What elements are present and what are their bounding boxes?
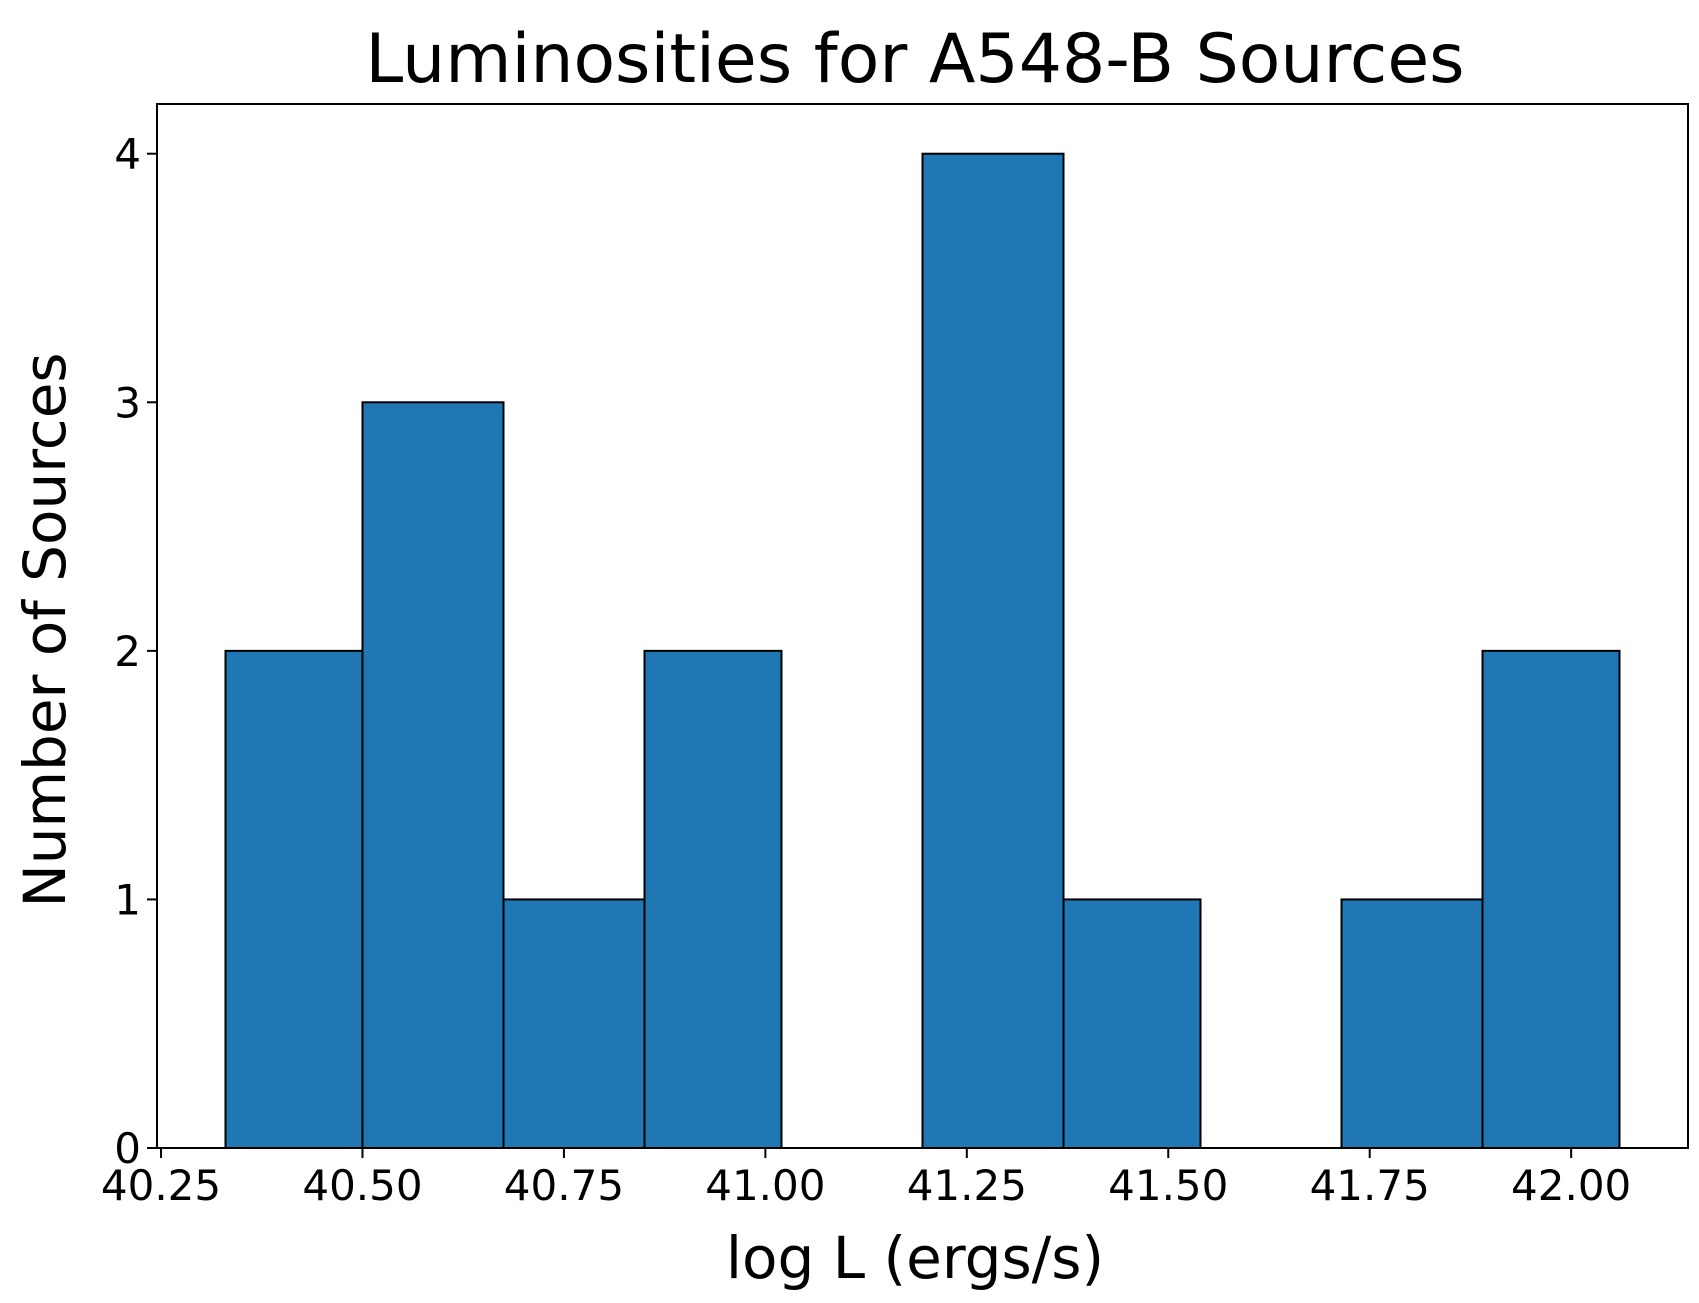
x-tick-label-3: 41.00: [705, 1161, 825, 1210]
y-tick-label-4: 4: [114, 130, 141, 179]
histogram-bar-6: [1062, 898, 1202, 1150]
y-tick-label-3: 3: [114, 378, 141, 427]
y-ticks: 0 1 2 3 4: [114, 130, 157, 1173]
histogram-bar-2: [502, 898, 646, 1150]
x-tick-label-4: 41.25: [907, 1161, 1027, 1210]
y-tick-label-1: 1: [114, 875, 141, 924]
plot-frame: [156, 103, 1689, 1149]
chart-title: Luminosities for A548-B Sources: [365, 20, 1464, 99]
histogram-bar-5: [921, 152, 1065, 1149]
x-ticks: 40.25 40.50 40.75 41.00 41.25 41.50 41.75 42.00: [101, 1148, 1631, 1210]
histogram-bar-8: [1340, 898, 1484, 1150]
x-tick-label-2: 40.75: [504, 1161, 624, 1210]
y-axis-label: Number of Sources: [11, 352, 79, 907]
x-tick-label-7: 42.00: [1511, 1161, 1631, 1210]
y-tick-label-2: 2: [114, 627, 141, 676]
x-axis-label: log L (ergs/s): [726, 1224, 1104, 1292]
x-tick-label-6: 41.75: [1310, 1161, 1430, 1210]
y-tick-label-0: 0: [114, 1124, 141, 1173]
x-tick-label-1: 40.50: [302, 1161, 422, 1210]
bars-layer: [224, 152, 1621, 1150]
x-tick-label-0: 40.25: [101, 1161, 221, 1210]
x-tick-label-5: 41.50: [1108, 1161, 1228, 1210]
histogram-bar-1: [361, 401, 505, 1149]
histogram-bar-3: [643, 649, 783, 1149]
histogram-bar-0: [224, 649, 364, 1149]
histogram-bar-9: [1481, 649, 1621, 1149]
